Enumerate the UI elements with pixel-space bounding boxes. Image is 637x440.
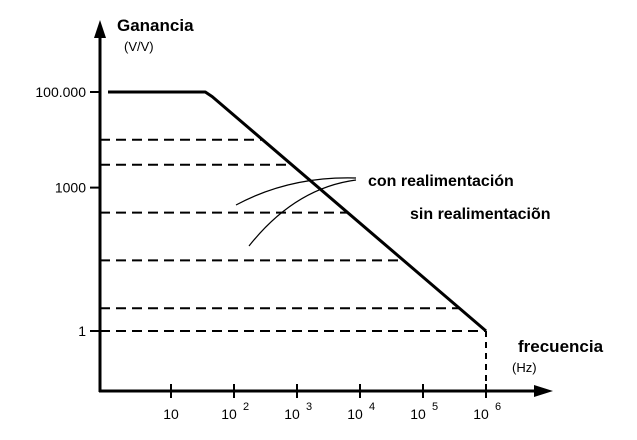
x-tick-exponent-6: 6 [495,401,501,413]
annotation-sin-realimentacion: sin realimentaciõn [410,206,551,223]
y-tick-label-3: 100.000 [35,84,86,100]
x-tick-exponent-4: 4 [369,401,375,413]
x-axis-arrow [534,385,553,397]
x-tick-exponent-3: 3 [306,401,312,413]
series-layer [108,90,487,333]
y-axis-unit: (V/V) [124,39,154,54]
y-tick-label-2: 1000 [55,180,86,196]
x-tick-label-4: 10 [347,406,363,422]
series-line-open-loop [108,90,487,333]
x-axis-unit: (Hz) [512,360,537,375]
x-tick-label-6: 10 [473,406,489,422]
x-tick-label-5: 10 [410,406,426,422]
x-tick-exponent-2: 2 [243,401,249,413]
y-axis-label: Ganancia [117,16,194,35]
annotation-pointer-lower [248,179,357,247]
y-tick-label-1: 1 [78,323,86,339]
closed-loop-gain-lines [100,138,487,391]
x-tick-exponent-5: 5 [432,401,438,413]
x-ticks: 10 10 2 10 3 10 4 10 5 10 6 [163,384,501,422]
y-ticks: 1 1000 100.000 [35,84,100,339]
x-axis-label: frecuencia [518,337,604,356]
x-tick-label-1: 10 [163,406,179,422]
annotation-con-realimentacion: con realimentación [368,173,514,190]
x-tick-label-3: 10 [284,406,300,422]
annotation-pointer-upper [235,177,357,206]
x-tick-label-2: 10 [221,406,237,422]
y-axis-arrow [94,20,106,38]
